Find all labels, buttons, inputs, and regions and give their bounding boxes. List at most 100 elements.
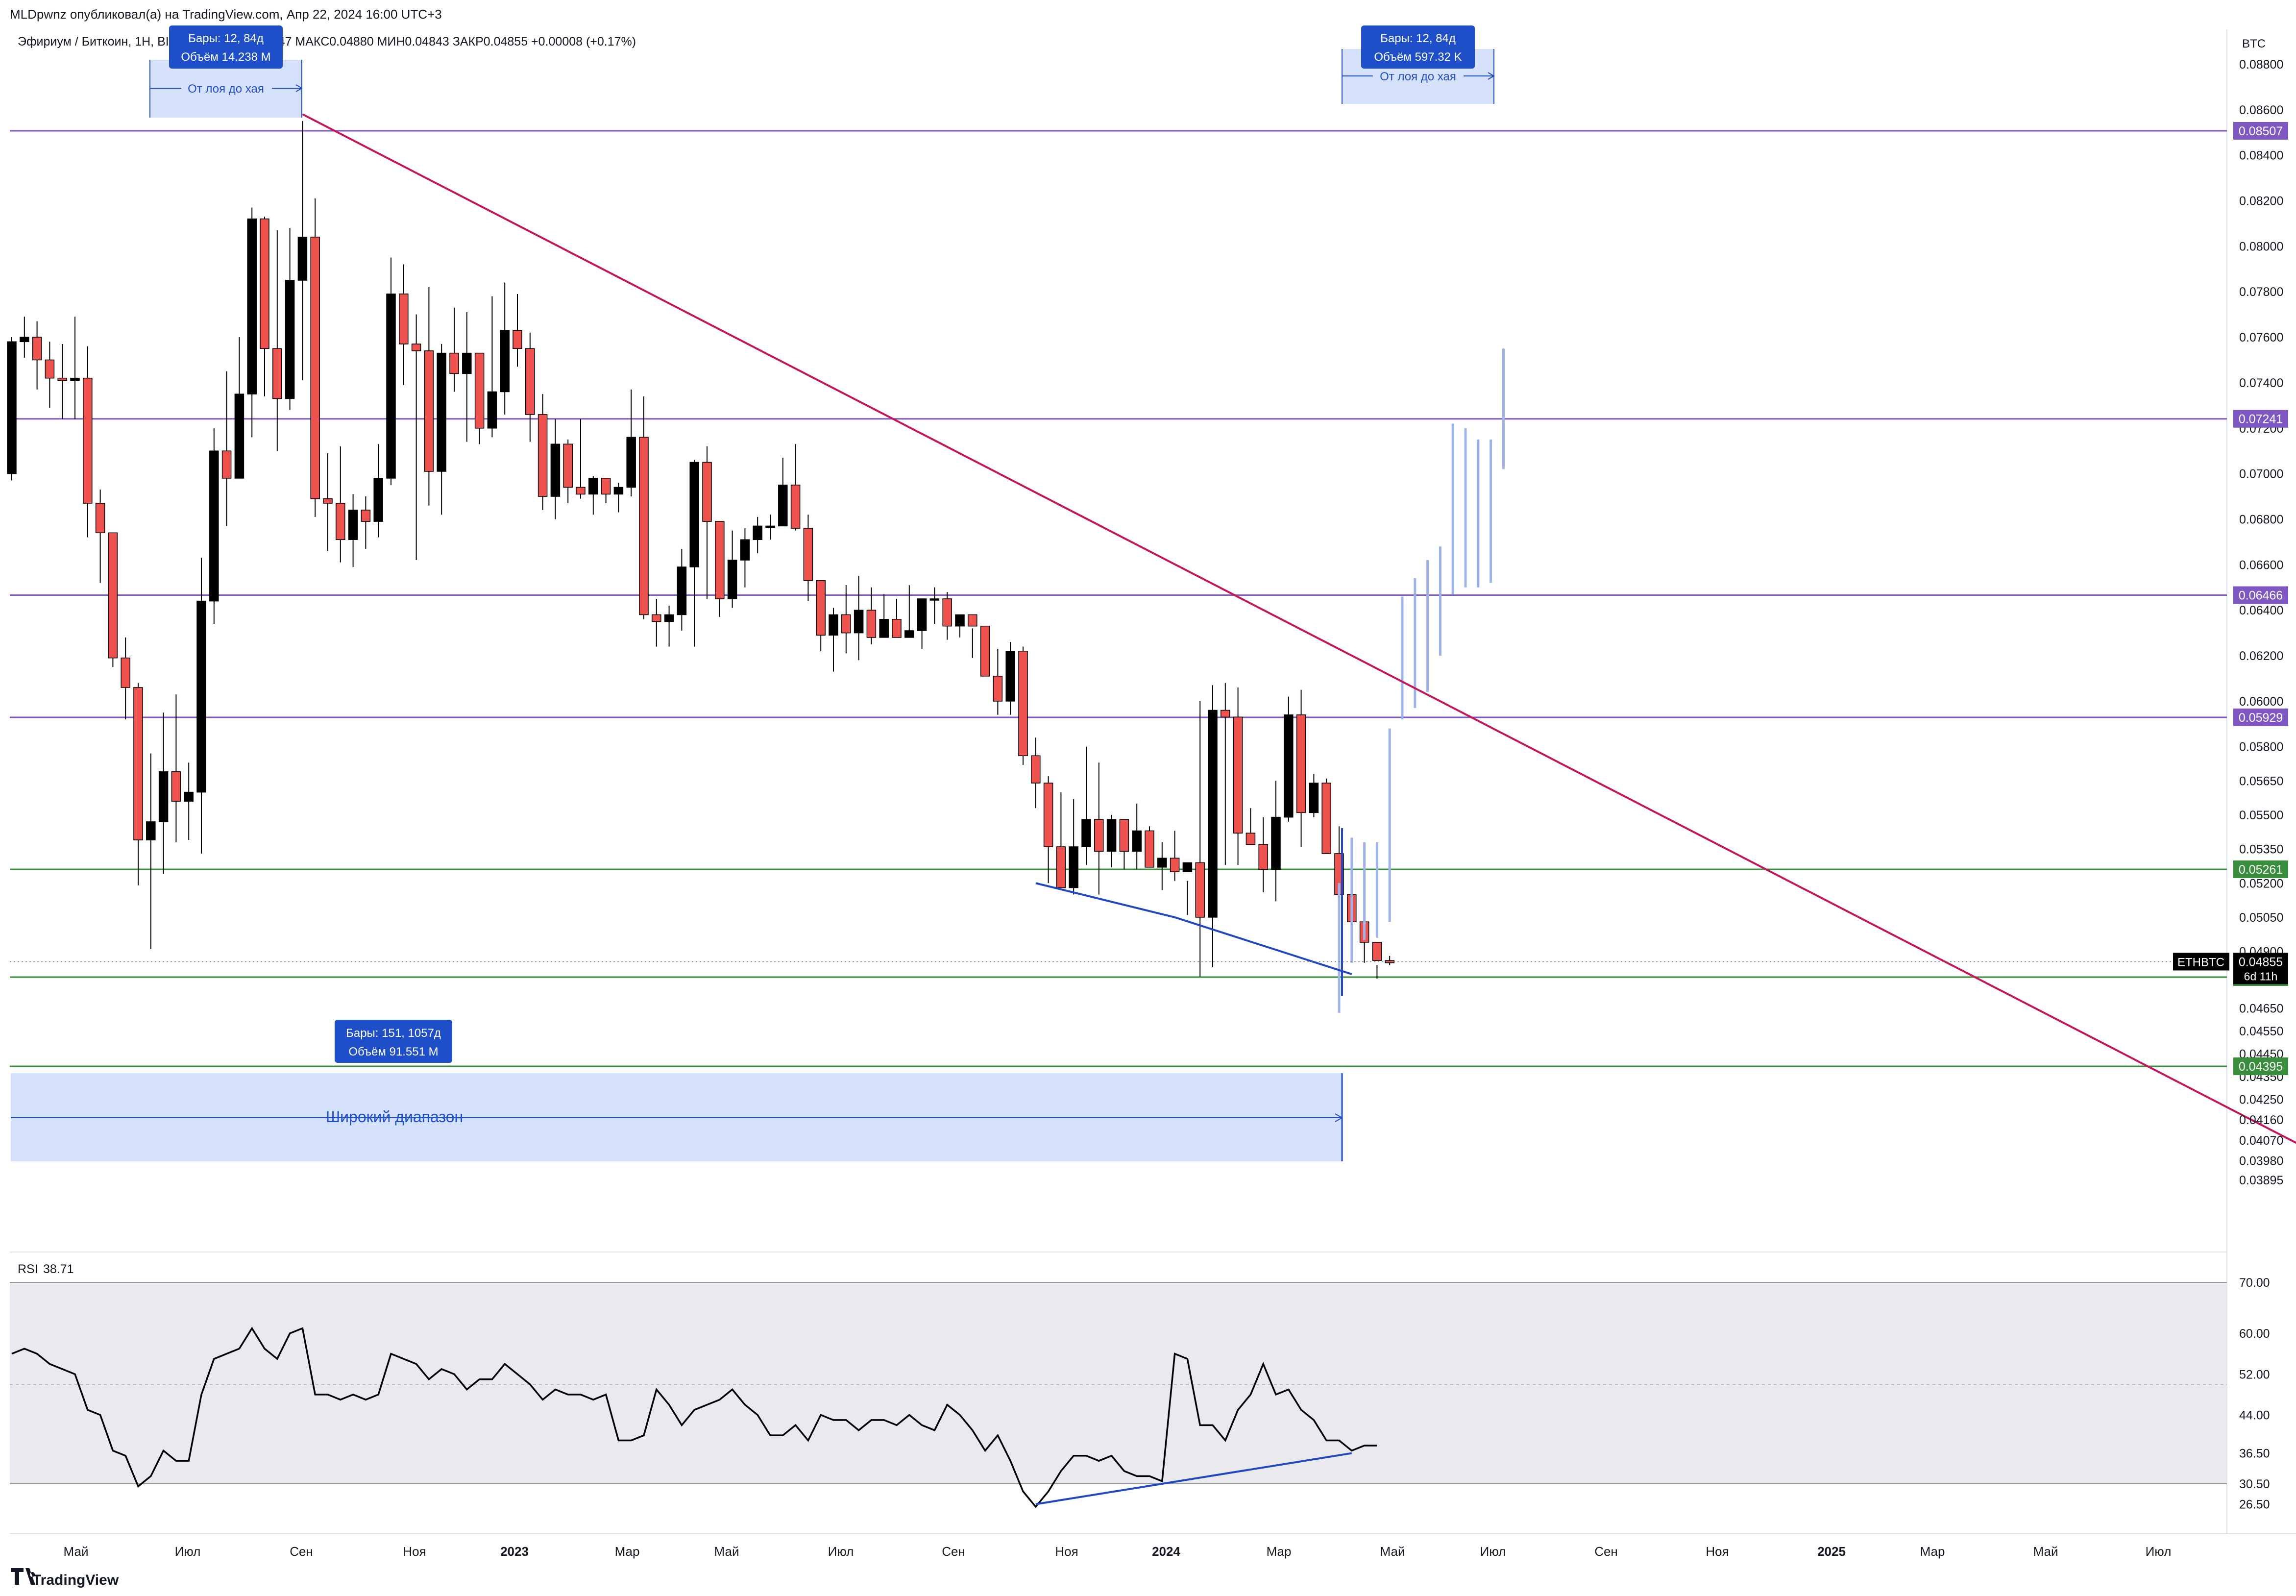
rsi-tick: 30.50: [2239, 1477, 2270, 1491]
candle-body: [790, 485, 801, 529]
rsi-tick: 44.00: [2239, 1409, 2270, 1423]
rsi-band: [10, 1282, 2227, 1484]
candle-body: [196, 600, 206, 793]
candle: [1372, 942, 1382, 979]
candle: [563, 439, 573, 503]
level-price-tag-bg: [2233, 122, 2288, 140]
candle-body: [45, 359, 55, 379]
candle: [133, 683, 143, 885]
candle: [955, 614, 965, 638]
candle: [1056, 792, 1066, 888]
candle-body: [462, 352, 472, 374]
candle: [816, 580, 826, 651]
candle-body: [879, 618, 889, 638]
candle-body: [1094, 819, 1104, 852]
top-left-info-box: [169, 25, 283, 69]
candle-body: [803, 528, 813, 581]
candle-body: [639, 437, 649, 615]
candle-body: [1145, 830, 1154, 868]
candle: [437, 344, 446, 515]
candle-body: [513, 330, 522, 349]
candle: [1018, 646, 1028, 765]
horizontal-levels: [10, 130, 2227, 1067]
candle: [247, 207, 257, 438]
time-axis: Май Июл Сен Ноя 2023 Мар Май Июл Сен Ноя 2024 Мар Ма…: [64, 1544, 2172, 1559]
candle: [803, 515, 813, 601]
top-right-info-box: [1361, 25, 1475, 69]
candle: [45, 342, 55, 408]
candle-body: [323, 498, 333, 504]
candle: [576, 419, 586, 499]
top-left-range-label-bg: [181, 80, 272, 95]
candle: [841, 585, 851, 654]
price-tick: 0.06800: [2239, 513, 2283, 526]
candle-body: [1031, 755, 1041, 784]
countdown-tag: 6d 11h: [2244, 970, 2278, 982]
time-tick: Мар: [615, 1544, 640, 1559]
candle-body: [1170, 858, 1180, 872]
candle-body: [437, 352, 446, 472]
candle-body: [588, 478, 598, 495]
candle-body: [1246, 833, 1256, 845]
time-tick: Июл: [828, 1544, 854, 1559]
candle-body: [1208, 710, 1218, 918]
candle: [361, 496, 371, 549]
price-tick: 0.08000: [2239, 240, 2283, 253]
candle: [1182, 862, 1193, 915]
candle: [942, 592, 952, 640]
price-tick: 0.04650: [2239, 1002, 2283, 1016]
candle-body: [715, 521, 725, 599]
candle: [348, 494, 358, 567]
candle-body: [1132, 830, 1142, 852]
candle-body: [816, 580, 826, 636]
candle: [854, 576, 864, 661]
candle: [373, 444, 383, 538]
candle-body: [525, 348, 535, 415]
candle: [1119, 819, 1129, 870]
candle: [879, 594, 889, 638]
price-tick: 0.07600: [2239, 331, 2283, 344]
candle-body: [601, 478, 611, 495]
candle: [904, 585, 914, 638]
candle: [1106, 815, 1117, 867]
price-tick: 0.08400: [2239, 149, 2283, 163]
candle: [626, 389, 636, 497]
symbol-tag-bg: [2173, 953, 2229, 971]
candle: [95, 490, 105, 583]
time-tick: Сен: [290, 1544, 313, 1559]
level-price-tag-bg: [2233, 708, 2288, 726]
candle: [1005, 642, 1015, 715]
candle-body: [841, 614, 851, 634]
candle-body: [1321, 783, 1331, 854]
price-tick: 0.08200: [2239, 195, 2283, 208]
candle-body: [1284, 714, 1294, 818]
candle-body: [373, 478, 383, 522]
candle-body: [993, 676, 1003, 702]
candle: [652, 598, 661, 647]
candle: [1296, 689, 1306, 847]
level-price-tag-bg: [2233, 860, 2288, 878]
rsi-tick: 26.50: [2239, 1498, 2270, 1512]
price-tick: 0.05800: [2239, 740, 2283, 754]
current-price-tag-bg: [2233, 953, 2288, 984]
current-price-tag: 0.04855: [2239, 955, 2283, 969]
time-tick: Сен: [1594, 1544, 1618, 1559]
time-tick: Мар: [1920, 1544, 1945, 1559]
wide-range-info-line-1: Бары: 151, 1057д: [346, 1027, 441, 1040]
candle-body: [1271, 816, 1281, 870]
candle-body: [664, 614, 674, 622]
candle-body: [677, 566, 687, 615]
candle-body: [1182, 862, 1193, 872]
candle: [1271, 781, 1281, 902]
time-tick: 2025: [1817, 1544, 1846, 1559]
candle-body: [1018, 650, 1028, 757]
top-right-range-label: От лоя до хая: [1380, 70, 1456, 83]
candle-body: [1069, 846, 1078, 888]
candle: [1081, 746, 1091, 865]
price-tick: 0.06200: [2239, 649, 2283, 663]
candle: [689, 460, 699, 647]
candle: [171, 694, 181, 842]
projection-bars: [1338, 348, 1505, 1013]
price-tick: 0.08800: [2239, 58, 2283, 72]
